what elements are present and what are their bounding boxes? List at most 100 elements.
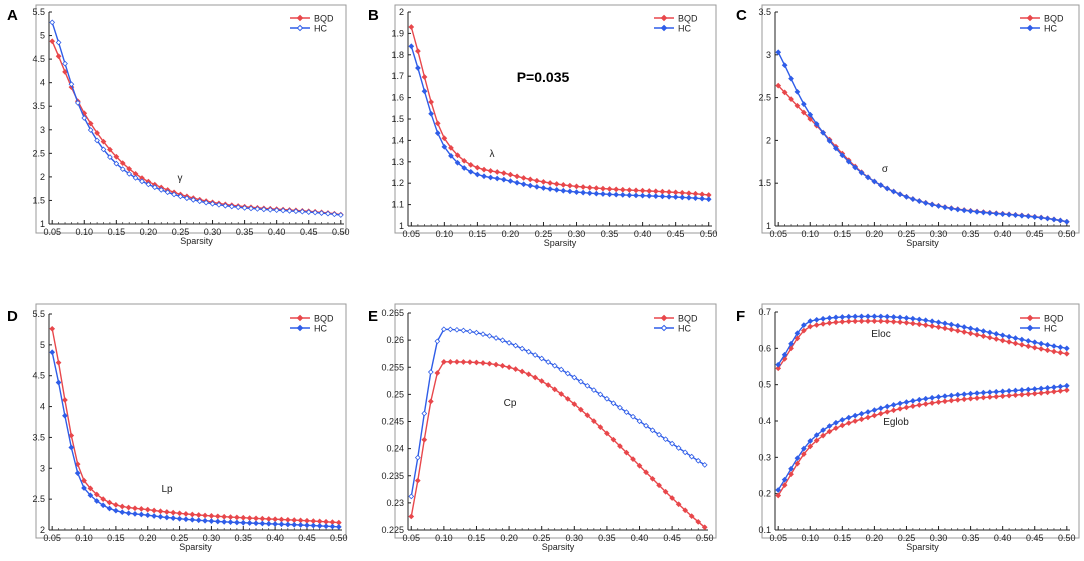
y-tick-label: 0.23 (386, 498, 404, 508)
data-point-bqd (1044, 347, 1051, 354)
data-point-hc (993, 210, 1000, 217)
data-point-bqd (183, 511, 189, 517)
data-point-hc (961, 207, 968, 214)
data-point-bqd (948, 397, 955, 404)
data-point-hc (87, 492, 94, 499)
data-point-hc (935, 319, 942, 326)
data-point-bqd (826, 320, 833, 326)
data-point-hc (170, 515, 177, 521)
data-point-bqd (434, 120, 441, 127)
data-point-hc (807, 438, 814, 444)
data-point-bqd (560, 181, 567, 188)
data-point-bqd (414, 477, 421, 484)
y-tick-label: 4 (40, 402, 45, 412)
series-line-hc (51, 352, 339, 528)
data-point-bqd (408, 24, 415, 30)
x-tick-label: 0.25 (533, 533, 551, 543)
data-point-hc (586, 190, 593, 197)
data-point-hc (852, 412, 859, 419)
data-point-bqd (916, 321, 923, 328)
panel-label: B (368, 7, 379, 24)
data-point-bqd (993, 393, 1000, 400)
data-point-hc (980, 389, 987, 396)
x-tick-label: 0.30 (566, 533, 584, 543)
data-point-hc (246, 520, 253, 526)
data-point-hc (107, 154, 113, 160)
data-point-hc (461, 165, 468, 171)
data-point-hc (1057, 344, 1064, 351)
series-line-hc (777, 315, 1067, 366)
y-tick-label: 0.1 (758, 525, 771, 535)
data-point-bqd (617, 443, 623, 449)
data-point-bqd (545, 382, 552, 388)
y-tick-label: 1 (399, 221, 404, 231)
data-point-hc (1038, 340, 1045, 347)
data-point-hc (922, 200, 929, 206)
data-point-bqd (775, 365, 782, 372)
data-point-hc (626, 192, 633, 199)
x-tick-label: 0.25 (535, 229, 553, 239)
panel-e: E 0.225 0.23 0.235 0.24 0.245 0.25 0.255 0.26 0.2… (368, 303, 717, 552)
y-tick-label: 0.225 (381, 525, 404, 535)
data-point-bqd (695, 518, 702, 525)
data-point-hc (106, 505, 113, 512)
y-tick-label: 1.4 (391, 135, 404, 145)
y-tick-label: 1.1 (391, 200, 404, 210)
x-tick-label: 0.05 (402, 533, 420, 543)
data-point-hc (486, 333, 493, 339)
legend-marker (1026, 14, 1034, 22)
data-point-hc (480, 331, 486, 338)
y-tick-label: 0.25 (386, 389, 404, 399)
data-point-bqd (527, 176, 534, 183)
data-point-bqd (119, 503, 126, 510)
data-point-hc (81, 485, 87, 491)
x-tick-label: 0.10 (435, 533, 453, 543)
x-tick-label: 0.50 (1058, 229, 1076, 239)
data-point-bqd (675, 501, 682, 508)
data-point-bqd (441, 135, 448, 142)
data-point-hc (571, 374, 578, 381)
legend-marker (660, 314, 668, 322)
data-point-bqd (551, 386, 558, 393)
data-point-hc (564, 370, 571, 377)
data-point-hc (62, 60, 68, 67)
data-point-hc (865, 174, 871, 181)
data-point-bqd (473, 359, 480, 366)
data-point-hc (1012, 387, 1019, 394)
data-point-hc (781, 476, 788, 483)
data-point-hc (506, 339, 512, 346)
data-point-hc (922, 395, 929, 402)
annotation-2: Eglob (883, 417, 909, 428)
data-point-bqd (567, 182, 573, 189)
data-point-hc (538, 355, 545, 362)
data-point-hc (884, 185, 891, 192)
data-point-bqd (1031, 344, 1038, 351)
data-point-hc (267, 206, 274, 213)
data-point-bqd (865, 414, 871, 421)
data-point-hc (493, 335, 499, 341)
y-tick-label: 2.5 (32, 148, 45, 158)
data-point-bqd (49, 38, 56, 45)
data-point-hc (158, 187, 165, 193)
data-point-hc (260, 206, 267, 213)
data-point-hc (839, 417, 846, 423)
x-tick-label: 0.30 (930, 229, 948, 239)
data-point-bqd (606, 186, 613, 192)
data-point-hc (993, 388, 1000, 395)
data-point-hc (800, 322, 807, 328)
data-point-hc (265, 520, 272, 527)
data-point-hc (897, 314, 903, 321)
data-point-bqd (1006, 339, 1012, 345)
data-point-hc (49, 349, 56, 356)
data-point-hc (132, 174, 139, 181)
data-point-bqd (494, 169, 501, 175)
data-point-bqd (877, 318, 884, 325)
y-tick-label: 1 (766, 221, 771, 231)
data-point-bqd (922, 322, 929, 328)
data-point-bqd (460, 359, 467, 365)
data-point-hc (845, 414, 852, 421)
data-point-hc (980, 209, 987, 216)
y-tick-label: 3.5 (32, 432, 45, 442)
data-point-hc (278, 521, 285, 528)
